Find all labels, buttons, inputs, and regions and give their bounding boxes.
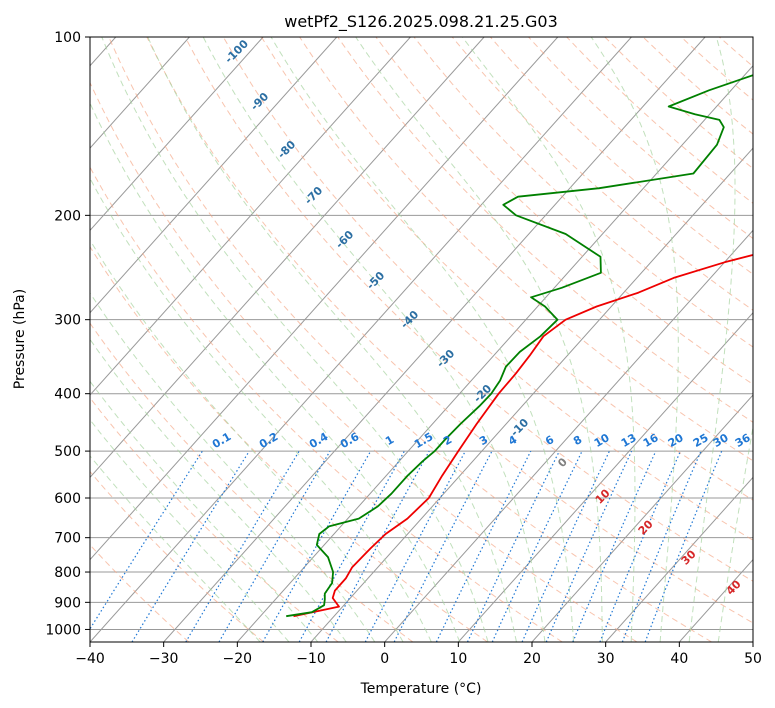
moist-adiabat-line — [90, 380, 319, 642]
y-tick-label: 500 — [54, 444, 81, 460]
moist-adiabat-line — [90, 292, 376, 642]
y-tick-label: 700 — [54, 531, 81, 547]
isotherm-line — [457, 311, 753, 642]
isotherm-line — [90, 37, 485, 479]
isotherm-line — [163, 37, 706, 642]
mixing-ratio-lines — [90, 450, 723, 642]
isotherm-line — [90, 37, 411, 396]
moist-adiabat-line — [688, 37, 736, 642]
x-tick-label: 0 — [380, 651, 389, 667]
y-tick-label: 900 — [54, 595, 81, 611]
dewpoint-line — [286, 74, 753, 618]
mixing-ratio-line — [131, 450, 250, 642]
x-tick-label: −20 — [223, 651, 253, 667]
dry-adiabat-line — [375, 37, 753, 385]
mixing-ratio-line — [435, 450, 532, 642]
plot-area — [90, 37, 753, 642]
isotherm-line — [90, 37, 338, 314]
moist-adiabat-line — [461, 37, 636, 642]
y-tick-label: 600 — [54, 491, 81, 507]
dry-adiabat-line — [90, 322, 414, 642]
x-tick-label: 40 — [670, 651, 688, 667]
x-tick-label: −30 — [149, 651, 179, 667]
dry-adiabat-line — [337, 37, 753, 423]
x-tick-label: 20 — [523, 651, 541, 667]
moist-adiabat-line — [355, 37, 603, 642]
y-tick-label: 400 — [54, 387, 81, 403]
mixing-ratio-line — [90, 450, 203, 630]
y-axis: 100 200 300 400 500 600 700 800 900 1000 — [45, 30, 90, 638]
isotherm-lines — [90, 37, 753, 642]
isotherm-line — [531, 394, 753, 642]
x-tick-label: 10 — [449, 651, 467, 667]
moist-adiabat-lines — [90, 37, 753, 642]
x-tick-label: −40 — [75, 651, 105, 667]
isotherm-line — [605, 476, 753, 642]
x-axis-label: Temperature (°C) — [360, 681, 482, 697]
moist-adiabat-line — [270, 37, 575, 642]
isotherm-line — [310, 147, 753, 642]
moist-adiabat-line — [90, 455, 261, 642]
dry-adiabat-line — [90, 544, 190, 642]
mixing-ratio-line — [599, 450, 682, 642]
dry-adiabat-line — [90, 397, 339, 642]
mixing-ratio-line — [545, 450, 633, 642]
isotherm-line — [90, 37, 559, 561]
mixing-ratio-line — [572, 450, 657, 642]
x-axis: −40 −30 −20 −10 0 10 20 30 40 50 — [75, 642, 762, 667]
y-tick-label: 100 — [54, 30, 81, 46]
dry-adiabat-line — [451, 37, 753, 311]
moist-adiabat-line — [90, 419, 290, 642]
x-tick-label: 50 — [744, 651, 762, 667]
x-tick-label: 30 — [597, 651, 615, 667]
mixing-ratio-line — [262, 450, 372, 642]
dry-adiabat-line — [146, 37, 753, 624]
mixing-ratio-line — [325, 450, 430, 642]
isotherm-line — [90, 37, 632, 642]
isotherm-line — [384, 229, 753, 642]
moist-adiabat-line — [101, 37, 489, 642]
y-tick-label: 1000 — [45, 622, 81, 638]
mixing-ratio-line — [298, 450, 405, 642]
dry-adiabat-line — [413, 37, 753, 348]
moist-adiabat-line — [147, 37, 517, 642]
y-tick-label: 300 — [54, 313, 81, 329]
dry-adiabat-line — [90, 245, 488, 642]
moist-adiabat-line — [90, 177, 432, 642]
isotherm-line — [90, 37, 190, 149]
y-tick-label: 800 — [54, 565, 81, 581]
moist-adiabat-line — [202, 37, 546, 642]
temperature-line — [293, 253, 753, 618]
dry-adiabat-lines — [90, 37, 753, 642]
dry-adiabat-line — [108, 37, 712, 642]
isotherm-line — [90, 37, 264, 232]
dry-adiabat-line — [90, 470, 264, 642]
moist-adiabat-line — [90, 101, 461, 642]
mixing-ratio-line — [644, 450, 723, 642]
x-tick-label: −10 — [296, 651, 326, 667]
plot-frame — [89, 36, 754, 643]
y-axis-label: Pressure (hPa) — [12, 289, 28, 389]
moist-adiabat-line — [90, 338, 347, 642]
isotherm-line — [236, 65, 753, 642]
y-tick-label: 200 — [54, 208, 81, 224]
chart-title: wetPf2_S126.2025.098.21.25.G03 — [284, 12, 558, 32]
profile-lines — [286, 74, 753, 618]
moist-adiabat-line — [90, 239, 404, 642]
moist-adiabat-line — [590, 37, 679, 642]
dry-adiabat-line — [90, 166, 563, 642]
mixing-ratio-line — [621, 450, 702, 642]
moist-adiabat-line — [717, 424, 753, 642]
dry-adiabat-line — [90, 81, 638, 642]
